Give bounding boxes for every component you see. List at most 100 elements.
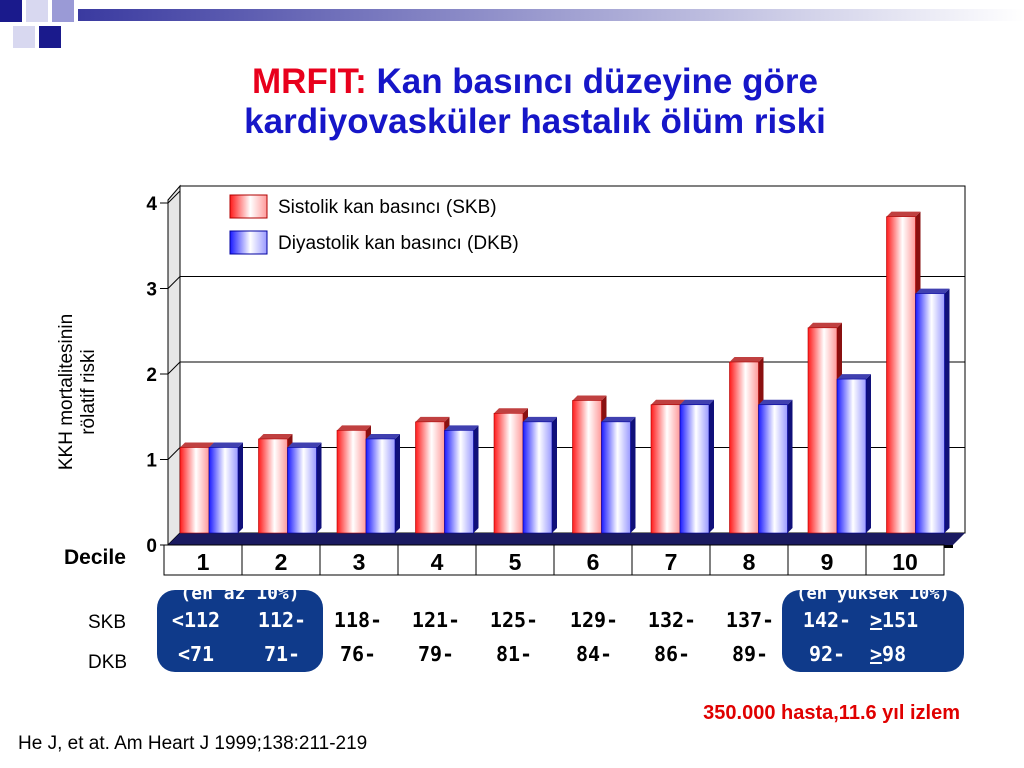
dkb-bar-6-face <box>601 421 631 534</box>
skb-bar-1-face <box>179 447 210 534</box>
dkb-bar-4-face <box>444 430 474 534</box>
dkb-row-label: DKB <box>88 652 128 673</box>
skb-range-10: >151 <box>870 608 918 632</box>
chart-floor <box>168 533 965 545</box>
dkb-range-3: 76- <box>340 642 376 666</box>
dkb-bar-5-top <box>523 416 557 422</box>
dkb-bar-10 <box>915 288 950 534</box>
skb-range-9: 142- <box>803 608 851 632</box>
dkb-bar-10-top <box>915 288 950 294</box>
x-tick-label: 9 <box>821 549 834 575</box>
dkb-range-5: 81- <box>496 642 532 666</box>
skb-row-label: SKB <box>88 612 127 633</box>
dkb-bar-6-top <box>601 416 636 422</box>
dkb-bar-4 <box>444 425 479 534</box>
dkb-bar-1-side <box>238 442 243 533</box>
y-tick-label: 0 <box>146 536 157 557</box>
header-bar <box>78 9 1024 21</box>
dkb-bar-3-top <box>366 433 400 439</box>
skb-range-2: 112- <box>258 608 306 632</box>
skb-bar-8-top <box>729 357 764 362</box>
x-tick-label: 5 <box>509 549 522 575</box>
dkb-bar-6-side <box>630 416 636 533</box>
title-line1: Kan basıncı düzeyine göre <box>366 62 818 101</box>
dkb-bar-3-face <box>365 438 396 534</box>
study-note: 350.000 hasta,11.6 yıl izlem <box>703 702 960 724</box>
dkb-bar-8-top <box>758 399 793 405</box>
lowest-decile-label: (en az 10%) <box>180 583 299 604</box>
reference-citation: He J, et at. Am Heart J 1999;138:211-219 <box>18 733 368 754</box>
legend-swatch-skb <box>229 194 268 219</box>
skb-bar-3-top <box>337 425 371 431</box>
x-tick-label: 4 <box>431 549 444 575</box>
skb-range-7: 132- <box>648 608 696 632</box>
header-square <box>0 0 22 22</box>
skb-bar-3-face <box>336 430 367 534</box>
gridline-side <box>167 276 181 289</box>
title-accent: MRFIT: <box>252 62 367 101</box>
dkb-bar-7-face <box>679 404 710 534</box>
dkb-bar-1 <box>208 442 243 534</box>
title-line2: kardiyovasküler hastalık ölüm riski <box>244 102 826 141</box>
skb-bar-9-top <box>808 322 842 328</box>
highest-decile-label: (en yüksek 10%) <box>796 584 950 604</box>
gridline-side <box>167 361 181 375</box>
dkb-range-7: 86- <box>654 642 690 666</box>
dkb-bar-7 <box>679 399 714 534</box>
dkb-range-1: <71 <box>178 642 214 666</box>
skb-range-4: 121- <box>412 608 460 632</box>
dkb-bar-6 <box>601 416 636 534</box>
skb-bar-4-face <box>415 421 445 534</box>
x-tick-label: 10 <box>892 549 918 575</box>
dkb-bar-8 <box>758 399 793 534</box>
dkb-bar-10-face <box>915 293 945 534</box>
gridline-side <box>167 447 181 460</box>
skb-range-5: 125- <box>490 608 538 632</box>
dkb-bar-2 <box>287 442 322 534</box>
dkb-range-10: >98 <box>870 642 906 666</box>
skb-bar-8-face <box>729 361 759 534</box>
y-tick-label: 2 <box>146 365 157 386</box>
header-square <box>26 0 48 22</box>
dkb-bar-9-face <box>836 378 867 534</box>
x-tick-label: 8 <box>743 549 756 575</box>
dkb-range-9: 92- <box>809 642 845 666</box>
x-tick-label: 7 <box>665 549 678 575</box>
header-square <box>39 26 61 48</box>
skb-range-1: <112 <box>172 608 220 632</box>
legend-swatch-dkb <box>229 230 268 255</box>
dkb-bar-10-side <box>944 288 950 533</box>
skb-range-6: 129- <box>570 608 618 632</box>
skb-bar-9-face <box>807 327 838 534</box>
skb-bar-5-face <box>493 412 524 534</box>
skb-bar-6-face <box>572 400 602 534</box>
dkb-bar-8-face <box>758 404 788 534</box>
dkb-bar-7-top <box>680 399 714 405</box>
dkb-bar-2-face <box>287 447 317 534</box>
legend-label-skb: Sistolik kan basıncı (SKB) <box>278 197 497 218</box>
skb-range-8: 137- <box>726 608 774 632</box>
skb-bar-1-top <box>180 442 214 448</box>
dkb-bar-1-face <box>208 447 239 534</box>
x-tick-label: 2 <box>275 549 288 575</box>
dkb-bar-3-side <box>395 433 400 533</box>
y-tick-label: 3 <box>146 280 157 301</box>
dkb-bar-2-side <box>316 442 322 533</box>
dkb-bar-5-side <box>552 416 557 533</box>
y-tick-label: 1 <box>146 451 157 472</box>
dkb-bar-7-side <box>709 399 714 533</box>
lowest-decile-box <box>157 590 323 672</box>
dkb-bar-9 <box>836 374 871 534</box>
dkb-bar-9-top <box>837 374 871 380</box>
skb-bar-6-top <box>572 395 607 401</box>
skb-bar-6 <box>572 395 607 534</box>
skb-bar-10-top <box>886 211 921 217</box>
skb-bar-7-top <box>651 399 685 405</box>
page-title: MRFIT: Kan basıncı düzeyine göre kardiyo… <box>0 62 1024 142</box>
decile-label: Decile <box>64 546 126 569</box>
header-square <box>13 26 35 48</box>
skb-bar-5-top <box>494 408 528 414</box>
chart-side-wall <box>167 184 181 547</box>
dkb-bar-4-top <box>444 425 479 431</box>
